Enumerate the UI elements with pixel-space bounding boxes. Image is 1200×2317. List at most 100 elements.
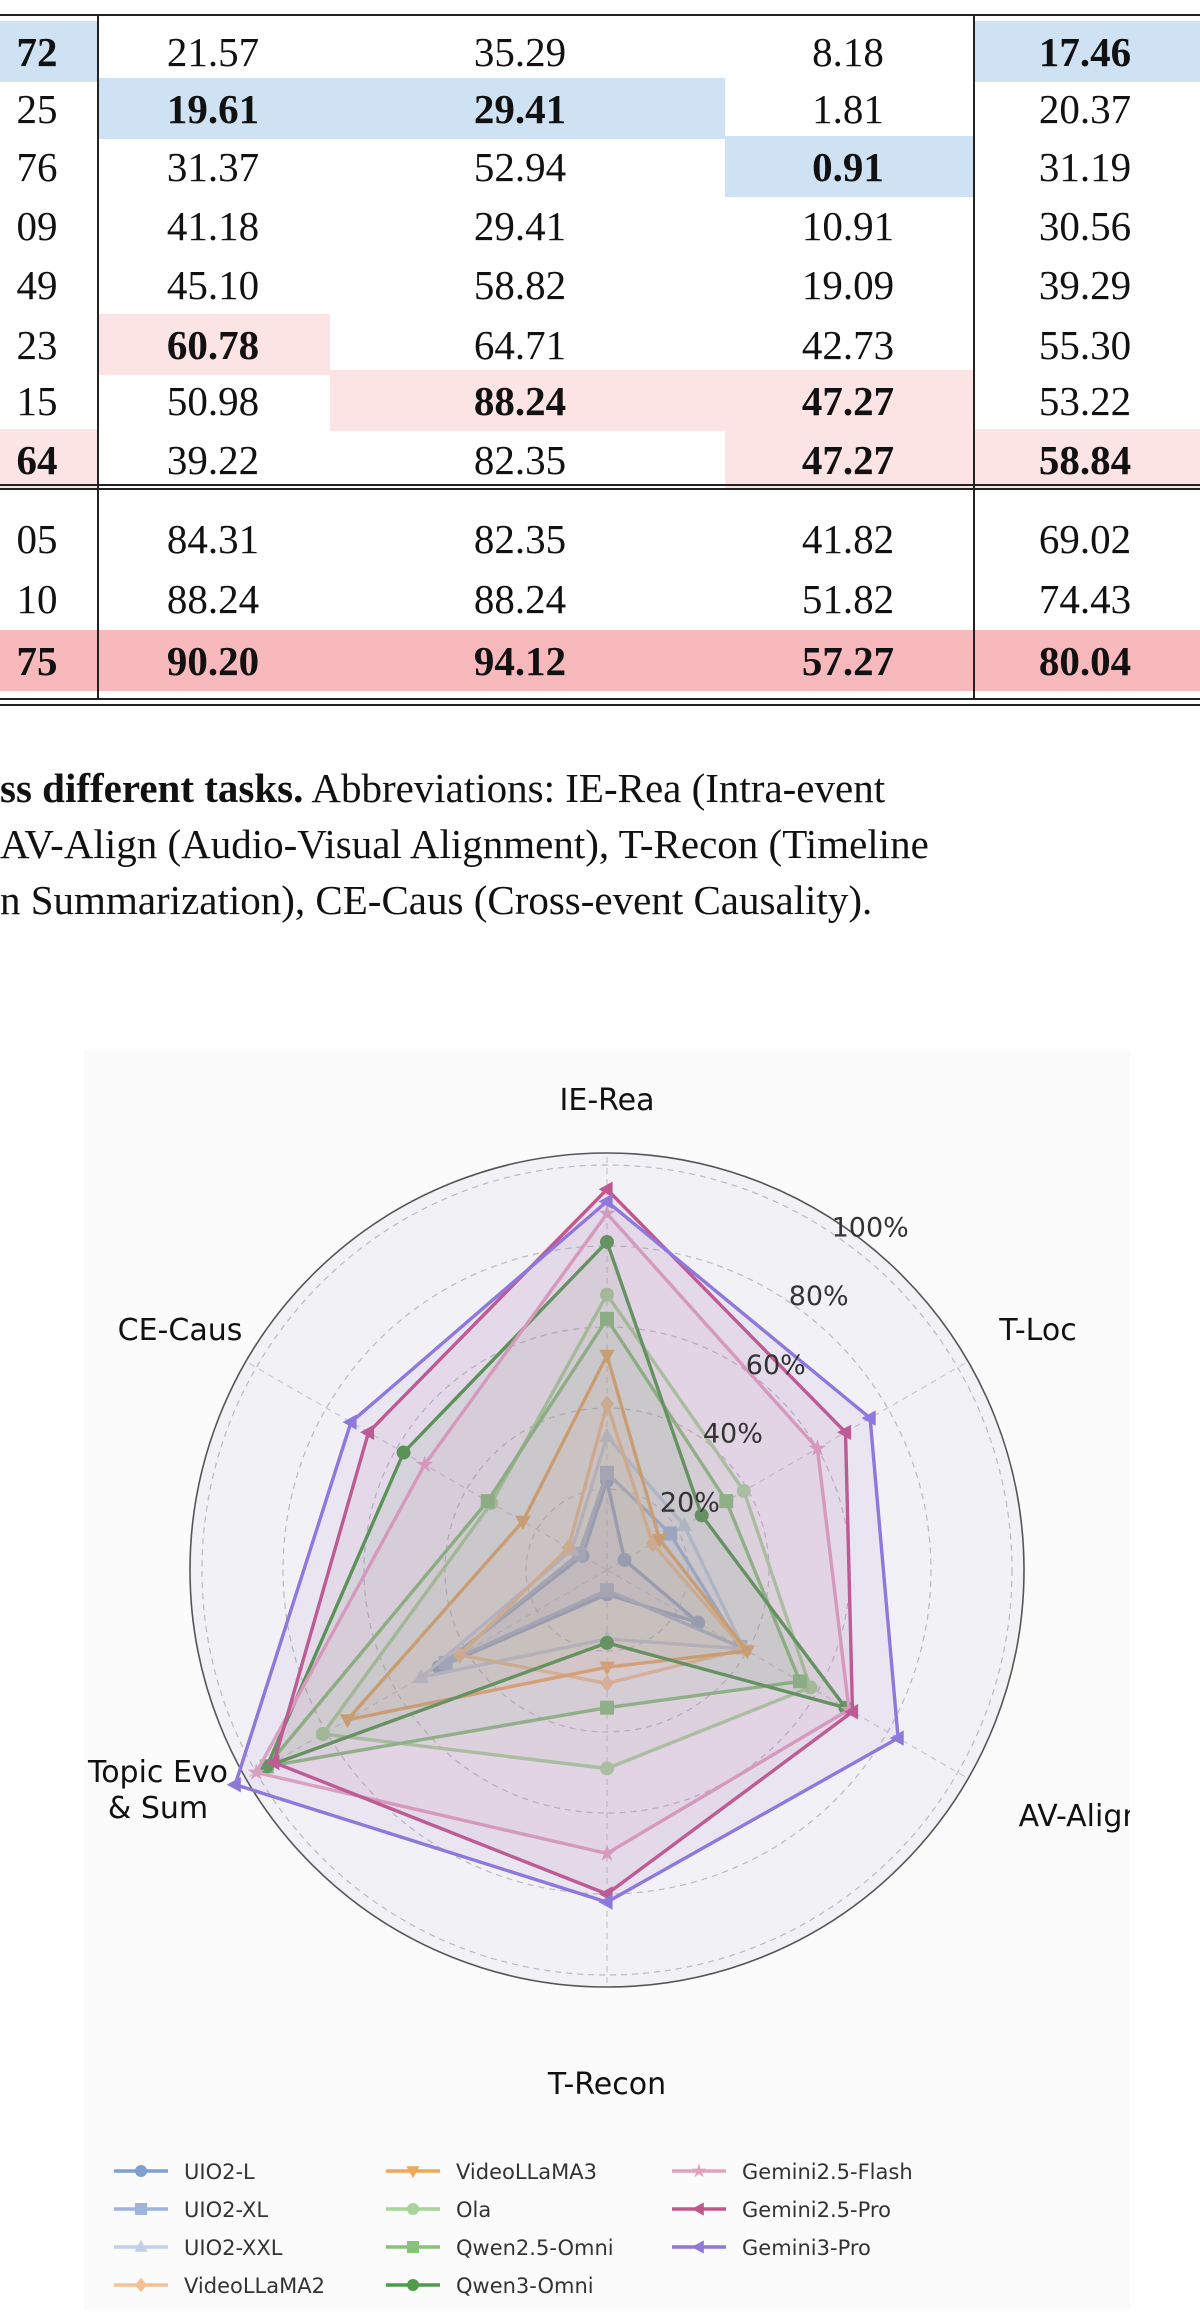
legend-item: Qwen3-Omni	[386, 2274, 594, 2298]
series-marker	[861, 1410, 876, 1426]
legend-item: Gemini2.5-Pro	[672, 2198, 891, 2222]
legend-label: Gemini3-Pro	[742, 2236, 871, 2260]
legend-label: Gemini2.5-Pro	[742, 2198, 891, 2222]
table-cell: 52.94	[473, 144, 567, 190]
series-marker	[598, 1193, 613, 1210]
results-table: 72 21.57 35.29 8.18 17.46 25 19.61 29.41 1.81 20.…	[0, 0, 1200, 740]
axis-label-t-loc: T-Loc	[998, 1313, 1076, 1348]
legend-item: Gemini3-Pro	[672, 2236, 871, 2260]
table-cell: 05	[16, 516, 58, 562]
table-cell: 41.18	[166, 203, 260, 249]
series-marker	[600, 1234, 614, 1249]
table-cell: 31.19	[1038, 144, 1132, 190]
chart-legend: UIO2-L UIO2-XL UIO2-XXL VideoLLaMA2 VideoLLa…	[114, 2160, 913, 2298]
table-cell: 90.20	[166, 638, 260, 684]
series-marker	[598, 1204, 616, 1221]
series-marker	[663, 1526, 678, 1541]
table-cell: 29.41	[473, 203, 567, 249]
radar-spoke	[245, 1569, 608, 1780]
legend-label: UIO2-XXL	[184, 2236, 283, 2260]
series-marker	[844, 1704, 859, 1720]
radar-grid-ring	[525, 1488, 689, 1652]
legend-item: VideoLLaMA2	[114, 2274, 325, 2298]
series-marker	[247, 1763, 265, 1780]
series-gemini2-5-pro	[265, 1181, 859, 1902]
table-column-divider	[97, 14, 99, 698]
series-marker	[676, 1517, 692, 1532]
caption-line-3: n Summarization), CE-Caus (Cross-event C…	[0, 877, 873, 923]
legend-label: Gemini2.5-Flash	[742, 2160, 913, 2184]
table-cell: 72	[16, 29, 58, 75]
series-gemini3-pro	[226, 1193, 904, 1910]
highlight-cell-bg	[330, 370, 725, 431]
table-cell: 47.27	[801, 378, 895, 424]
axis-label-topic-evo-line-2: & Sum	[108, 1791, 208, 1826]
legend-label: VideoLLaMA2	[184, 2274, 325, 2298]
radar-series	[226, 1181, 904, 1910]
table-cell: 39.22	[166, 437, 260, 483]
series-marker	[808, 1439, 827, 1456]
table-cell: 82.35	[473, 516, 567, 562]
table-cell: 64	[16, 437, 58, 483]
series-marker	[407, 2203, 419, 2215]
table-cell: 29.41	[473, 86, 567, 132]
table-cell: 0.91	[812, 144, 884, 190]
highlight-cell-bg	[330, 630, 725, 691]
series-marker	[360, 1424, 375, 1440]
legend-label: Ola	[456, 2198, 491, 2222]
series-marker	[691, 2240, 704, 2254]
table-cell: 55.30	[1038, 322, 1132, 368]
highlight-cell-bg	[0, 429, 97, 490]
series-marker	[396, 1445, 411, 1460]
table-cell: 20.37	[1038, 86, 1132, 132]
series-marker	[598, 1181, 613, 1197]
table-cell: 49	[16, 262, 58, 308]
highlight-cell-bg	[725, 370, 973, 431]
series-marker	[840, 1700, 858, 1718]
series-gemini2-5-flash	[247, 1204, 858, 1861]
series-marker	[134, 2239, 148, 2252]
legend-item: UIO2-XXL	[114, 2236, 283, 2260]
table-cell: 47.27	[801, 437, 895, 483]
table-cell: 30.56	[1038, 203, 1132, 249]
table-cell: 51.82	[801, 576, 895, 622]
highlight-cell-bg	[725, 136, 973, 197]
highlight-cell-bg	[97, 314, 330, 375]
series-marker	[617, 1552, 632, 1567]
table-cell: 1.81	[812, 86, 884, 132]
table-cell: 82.35	[473, 437, 567, 483]
legend-label: Qwen2.5-Omni	[456, 2236, 614, 2260]
series-marker	[600, 1761, 614, 1776]
table-column-divider	[973, 14, 975, 698]
legend-label: UIO2-L	[184, 2160, 255, 2184]
highlight-cell-bg	[725, 429, 973, 490]
table-cell: 94.12	[473, 638, 567, 684]
caption-line-2: AV-Align (Audio-Visual Alignment), T-Rec…	[0, 821, 929, 867]
series-marker	[599, 1427, 615, 1442]
series-marker	[803, 1680, 818, 1695]
axis-label-ce-caus: CE-Caus	[118, 1313, 243, 1348]
highlight-cell-bg	[973, 429, 1200, 490]
series-marker	[600, 1287, 614, 1302]
table-cell: 50.98	[166, 378, 260, 424]
table-cell: 76	[16, 144, 58, 190]
series-videollama2	[452, 1395, 751, 1692]
radial-tick-label: 20%	[660, 1487, 720, 1518]
series-marker	[226, 1776, 241, 1793]
series-marker	[599, 1661, 615, 1676]
series-marker	[719, 1494, 734, 1509]
table-cell: 21.57	[166, 29, 260, 75]
table-cell: 60.78	[166, 322, 260, 368]
table-cell: 64.71	[473, 322, 567, 368]
series-marker	[135, 2165, 147, 2177]
radar-chart-panel: IE-Rea T-Loc AV-Align T-Recon Topic Evo …	[84, 1050, 1130, 2310]
table-cell: 88.24	[473, 576, 567, 622]
table-rule	[0, 484, 1200, 486]
table-cell: 17.46	[1038, 29, 1132, 75]
caption-bold-lead: ss different tasks.	[0, 765, 304, 811]
series-marker	[415, 1455, 434, 1473]
radial-tick-label: 80%	[789, 1281, 849, 1312]
series-marker	[600, 1700, 614, 1715]
series-marker	[342, 1414, 357, 1430]
radar-grid-ring	[201, 1164, 1013, 1976]
